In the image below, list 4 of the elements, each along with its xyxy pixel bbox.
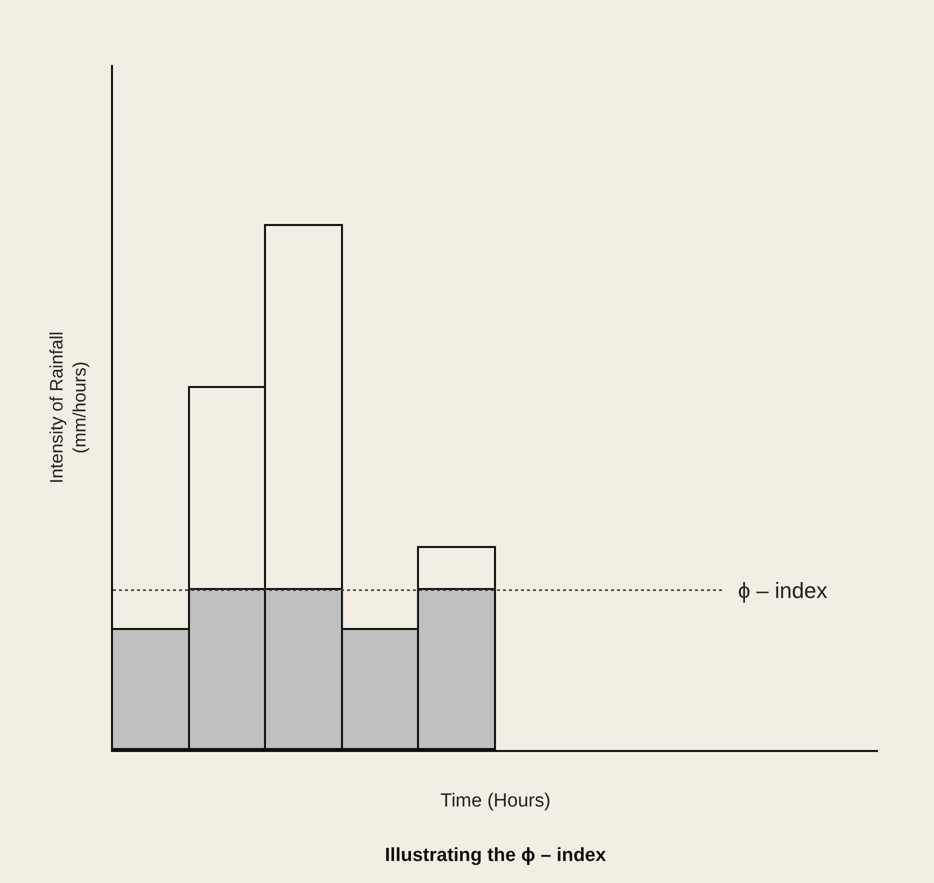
x-axis-title: Time (Hours)	[440, 790, 551, 812]
text: Illustrating the ϕ – index	[384, 844, 607, 866]
y-axis-title: Intensity of Rainfall (mm/hours)	[46, 331, 90, 484]
ref-line-label: ϕ – index	[738, 578, 828, 603]
